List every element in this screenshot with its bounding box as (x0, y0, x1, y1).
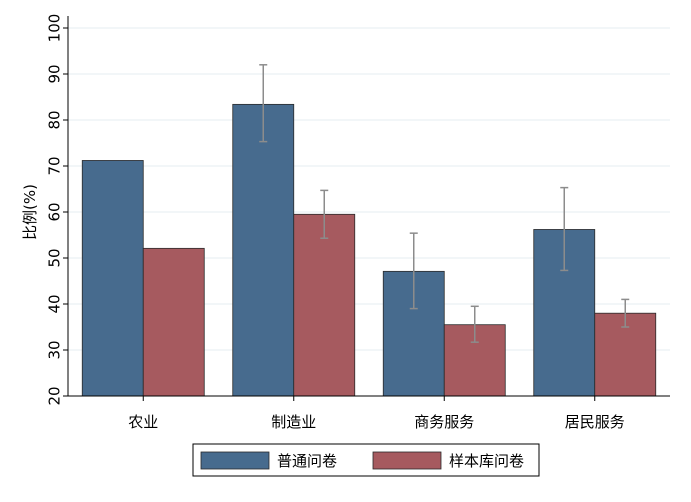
y-tick-label: 80 (45, 110, 63, 129)
y-tick-label: 20 (45, 386, 63, 405)
y-tick-label: 50 (45, 248, 63, 267)
legend-swatch (200, 451, 270, 470)
legend: 普通问卷 样本库问卷 (192, 443, 540, 477)
x-category-label: 农业 (128, 413, 158, 431)
x-category-label: 商务服务 (414, 413, 474, 431)
bar-standard-0 (81, 160, 144, 397)
bar-panel-1 (293, 213, 356, 397)
y-tick-label: 30 (45, 340, 63, 359)
legend-label: 样本库问卷 (449, 452, 524, 470)
error-bars (259, 64, 630, 343)
y-axis-title: 比例(%) (21, 184, 39, 240)
x-category-label: 制造业 (271, 413, 316, 431)
y-tick-label: 40 (45, 294, 63, 313)
bar-panel-0 (142, 247, 205, 397)
bar-panel-3 (594, 312, 657, 397)
legend-swatch (372, 451, 442, 470)
bars (81, 103, 657, 397)
bar-standard-1 (232, 103, 295, 397)
legend-label: 普通问卷 (277, 452, 337, 470)
y-tick-label: 90 (45, 64, 63, 83)
y-tick-label: 60 (45, 202, 63, 221)
axes: 20 30 40 50 60 70 80 90 100 农业 制造业 商务服务 居民服务 (45, 14, 670, 431)
x-category-label: 居民服务 (565, 413, 625, 431)
y-tick-label: 70 (45, 156, 63, 175)
y-tick-label: 100 (45, 14, 63, 43)
legend-box (192, 443, 540, 477)
